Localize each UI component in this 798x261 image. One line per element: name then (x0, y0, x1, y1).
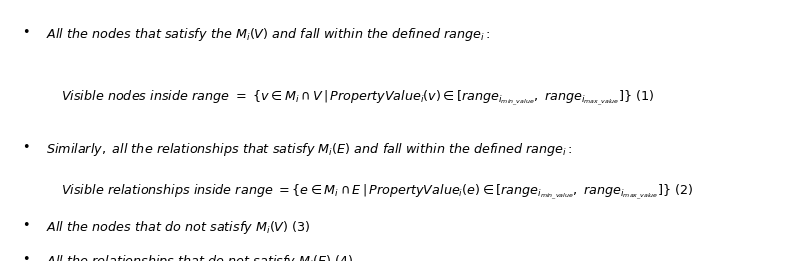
Text: •: • (22, 141, 30, 154)
Text: $\mathit{Visible\ nodes\ inside\ range}\ =\ \mathit{\{v \in M_i \cap V\,|\,Prope: $\mathit{Visible\ nodes\ inside\ range}\… (61, 88, 654, 108)
Text: $\mathit{All\ the\ nodes\ that\ do\ not\ satisfy\ M_i(V)\ (3)}$: $\mathit{All\ the\ nodes\ that\ do\ not\… (45, 219, 310, 236)
Text: $\mathit{Similarly,\ all\ the\ relationships\ that\ satisfy\ M_i(E)\ and\ fall\ : $\mathit{Similarly,\ all\ the\ relations… (45, 141, 572, 158)
Text: $\mathit{All\ the\ nodes\ that\ satisfy\ the\ M_i(V)\ and\ fall\ within\ the\ de: $\mathit{All\ the\ nodes\ that\ satisfy\… (45, 26, 490, 43)
Text: •: • (22, 219, 30, 232)
Text: •: • (22, 253, 30, 261)
Text: •: • (22, 26, 30, 39)
Text: $\mathit{All\ the\ relationships\ that\ do\ not\ satisfy\ M_i(E)\ (4)}$: $\mathit{All\ the\ relationships\ that\ … (45, 253, 353, 261)
Text: $\mathit{Visible\ relationships\ inside\ range\ =\{e \in M_i \cap E\,|\,Property: $\mathit{Visible\ relationships\ inside\… (61, 183, 693, 203)
